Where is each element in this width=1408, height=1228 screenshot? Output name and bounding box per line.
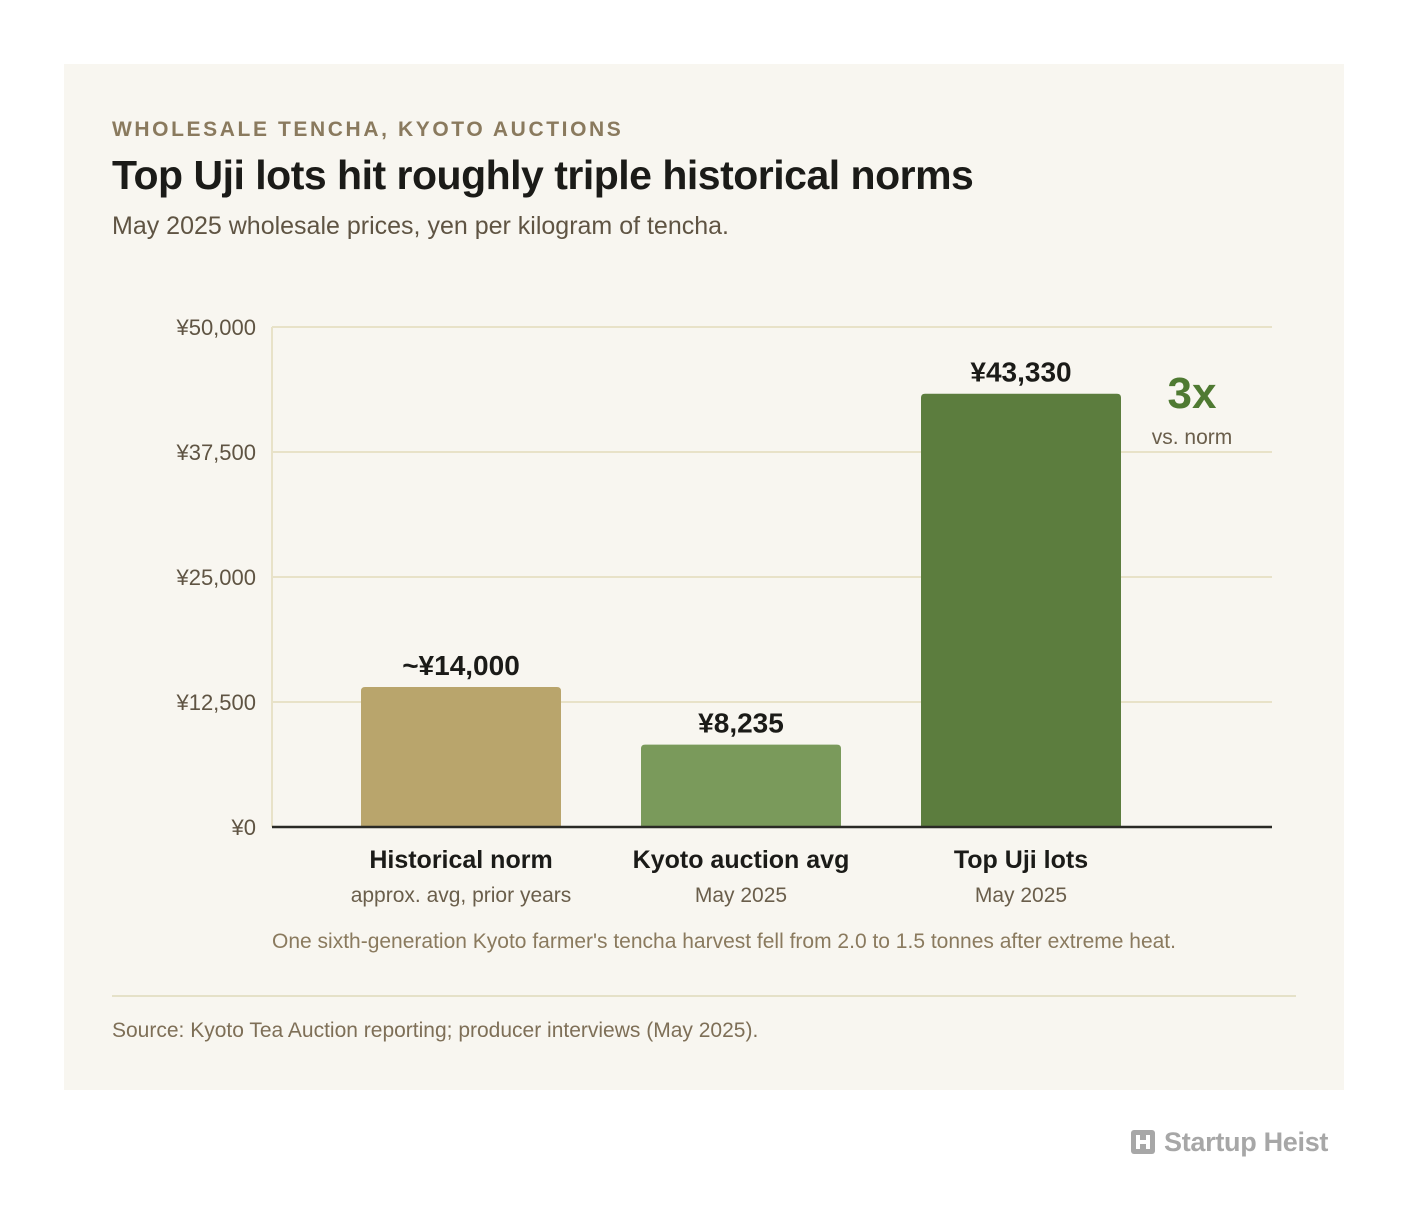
y-tick-label: ¥25,000 — [175, 565, 256, 590]
y-tick-label: ¥37,500 — [175, 440, 256, 465]
chart-title: Top Uji lots hit roughly triple historic… — [112, 152, 974, 198]
bar — [361, 687, 561, 827]
building-logo-icon — [1131, 1130, 1155, 1154]
brand[interactable]: Startup Heist — [1130, 1126, 1328, 1158]
x-category-label: Kyoto auction avg — [633, 846, 850, 874]
bar-chart: ¥0 ¥12,500 ¥25,000 ¥37,500 ¥50,000 ~¥14,000 Hi… — [175, 315, 1272, 907]
chart-card: WHOLESALE TENCHA, KYOTO AUCTIONS Top Uji… — [64, 64, 1344, 1090]
x-category-sublabel: May 2025 — [975, 884, 1067, 907]
data-label: ~¥14,000 — [402, 650, 520, 681]
chart-eyebrow: WHOLESALE TENCHA, KYOTO AUCTIONS — [112, 118, 624, 141]
data-label: ¥43,330 — [970, 357, 1071, 388]
y-tick-label: ¥50,000 — [175, 315, 256, 340]
x-category-sublabel: May 2025 — [695, 884, 787, 907]
callout-label: vs. norm — [1152, 426, 1233, 449]
x-category-label: Top Uji lots — [954, 846, 1088, 874]
data-label: ¥8,235 — [698, 708, 784, 739]
chart-note: One sixth-generation Kyoto farmer's tenc… — [272, 930, 1176, 953]
x-category-label: Historical norm — [369, 846, 552, 874]
divider — [112, 995, 1296, 997]
brand-name: Startup Heist — [1164, 1126, 1329, 1157]
x-category-sublabel: approx. avg, prior years — [351, 884, 572, 907]
bar — [921, 393, 1121, 827]
y-tick-label: ¥0 — [231, 815, 256, 840]
chart-subtitle: May 2025 wholesale prices, yen per kilog… — [112, 212, 729, 240]
bar — [641, 744, 841, 827]
source-text: Source: Kyoto Tea Auction reporting; pro… — [112, 1019, 759, 1042]
y-tick-label: ¥12,500 — [175, 690, 256, 715]
callout-value: 3x — [1168, 369, 1217, 418]
